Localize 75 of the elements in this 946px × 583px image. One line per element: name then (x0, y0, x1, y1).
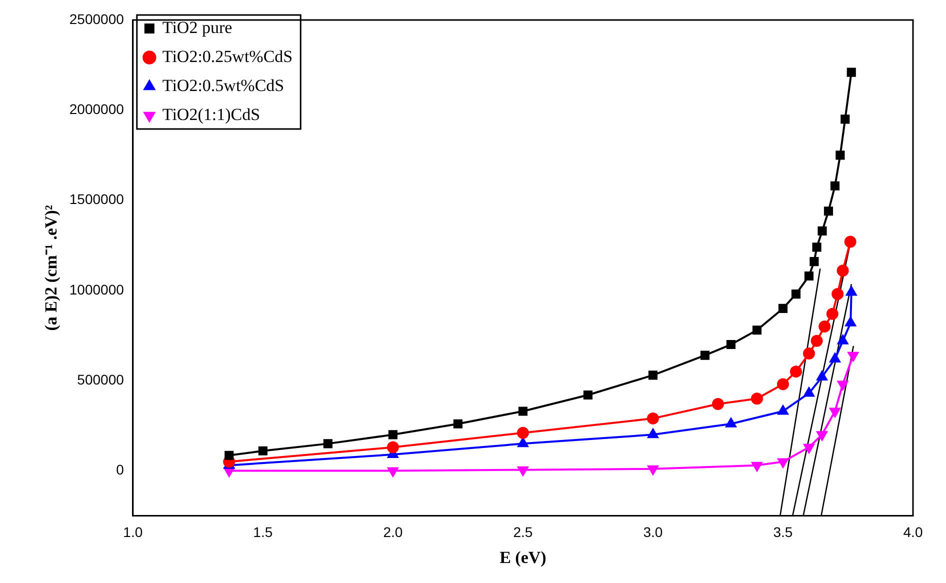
y-tick-label: 0 (116, 462, 124, 478)
point (830, 352, 840, 362)
point (323, 439, 332, 448)
point (752, 326, 762, 335)
point (844, 236, 856, 248)
point (778, 304, 788, 313)
point (816, 370, 828, 380)
point (712, 398, 724, 410)
point (726, 418, 736, 428)
point (726, 340, 736, 350)
x-tick-label: 3.5 (773, 524, 793, 540)
point (258, 446, 268, 456)
point (516, 426, 529, 439)
y-tick-label: 1000000 (69, 281, 124, 298)
legend-label: TiO2:0.5wt%CdS (162, 76, 284, 95)
x-tick-label: 1.0 (123, 524, 143, 540)
point (846, 68, 856, 77)
point (518, 406, 528, 416)
point (812, 242, 822, 252)
point (453, 419, 462, 428)
point (388, 467, 398, 477)
point (837, 334, 848, 344)
point (816, 431, 828, 441)
point (583, 390, 592, 400)
point (836, 150, 845, 160)
legend-label: TiO2 pure (162, 18, 232, 37)
point (778, 405, 788, 415)
point (804, 444, 814, 454)
y-axis-title: (a E)2 (cm⁻¹ .eV)² (42, 205, 61, 331)
y-tick-label: 1500000 (69, 191, 124, 208)
legend-label: TiO2(1:1)CdS (162, 104, 260, 124)
point (846, 286, 857, 296)
x-tick-label: 2.0 (383, 524, 403, 540)
point (790, 366, 802, 378)
point (824, 206, 834, 216)
point (837, 380, 848, 390)
point (518, 466, 528, 476)
x-tick-label: 4.0 (903, 524, 923, 540)
point (818, 320, 831, 332)
y-tick-label: 2000000 (69, 101, 124, 118)
point (791, 290, 801, 299)
point (648, 428, 658, 438)
point (810, 257, 819, 266)
point (826, 308, 838, 320)
point (752, 462, 762, 472)
x-tick-label: 3.0 (643, 524, 663, 540)
x-tick-label: 1.5 (253, 524, 273, 540)
point (388, 430, 398, 440)
point (840, 114, 850, 124)
point (802, 348, 815, 360)
point (648, 370, 658, 380)
point (836, 264, 849, 277)
legend-label: TiO2:0.25wt%CdS (162, 46, 293, 66)
point (818, 226, 827, 236)
point (750, 392, 763, 405)
point (845, 316, 856, 326)
point (648, 465, 658, 475)
point (518, 438, 528, 448)
point (848, 352, 859, 362)
point (224, 450, 234, 460)
point (830, 181, 840, 190)
point (804, 387, 814, 397)
point (832, 288, 844, 300)
point (778, 458, 788, 468)
x-tick-label: 2.5 (513, 524, 533, 540)
y-tick-label: 500000 (77, 371, 124, 388)
y-tick-label: 2500000 (69, 10, 124, 27)
point (646, 412, 659, 424)
x-axis-title: E (eV) (500, 548, 546, 568)
point (776, 378, 789, 390)
point (830, 408, 840, 418)
point (386, 441, 399, 454)
point (810, 334, 823, 347)
point (804, 271, 814, 281)
point (700, 350, 710, 360)
